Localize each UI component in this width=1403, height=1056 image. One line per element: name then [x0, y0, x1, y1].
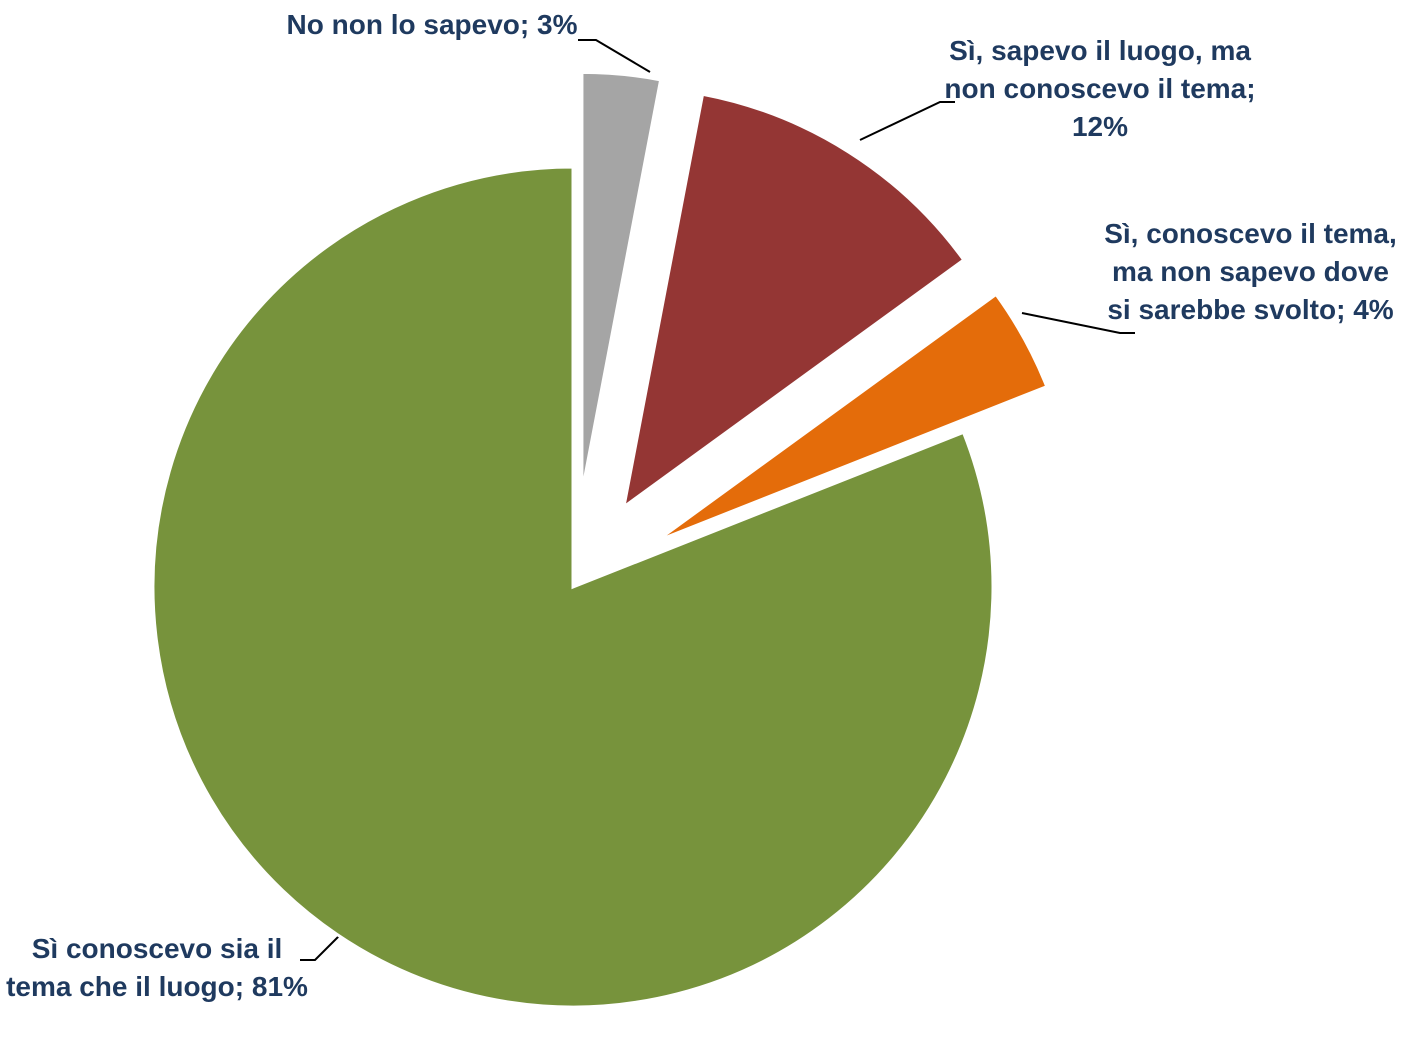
data-label: Sì, sapevo il luogo, ma non conoscevo il…: [940, 32, 1260, 146]
leader-line: [578, 39, 651, 73]
pie-slice: [151, 165, 995, 1009]
pie-slice: [580, 70, 663, 493]
label-separator: ;: [519, 9, 537, 40]
leader-line: [300, 934, 341, 961]
label-separator: ;: [1336, 294, 1354, 325]
value-label: 12%: [1071, 111, 1129, 142]
category-label: Sì, conoscevo il tema, ma non sapevo dov…: [1104, 218, 1397, 325]
pie-slice: [621, 92, 966, 511]
leader-line: [859, 101, 955, 141]
category-label: No non lo sapevo: [286, 9, 520, 40]
label-separator: ;: [234, 971, 252, 1002]
data-label: Sì, conoscevo il tema, ma non sapevo dov…: [1098, 215, 1403, 329]
value-label: 3%: [537, 9, 578, 40]
value-label: 4%: [1353, 294, 1394, 325]
value-label: 81%: [251, 971, 308, 1002]
category-label: Sì conoscevo sia il tema che il luogo: [6, 933, 283, 1002]
pie-slice: [655, 292, 1049, 543]
category-label: Sì, sapevo il luogo, ma non conoscevo il…: [944, 35, 1251, 104]
data-label: No non lo sapevo; 3%: [282, 6, 582, 44]
data-label: Sì conoscevo sia il tema che il luogo; 8…: [2, 930, 312, 1006]
leader-line: [1021, 312, 1135, 334]
label-separator: ;: [1246, 73, 1256, 104]
